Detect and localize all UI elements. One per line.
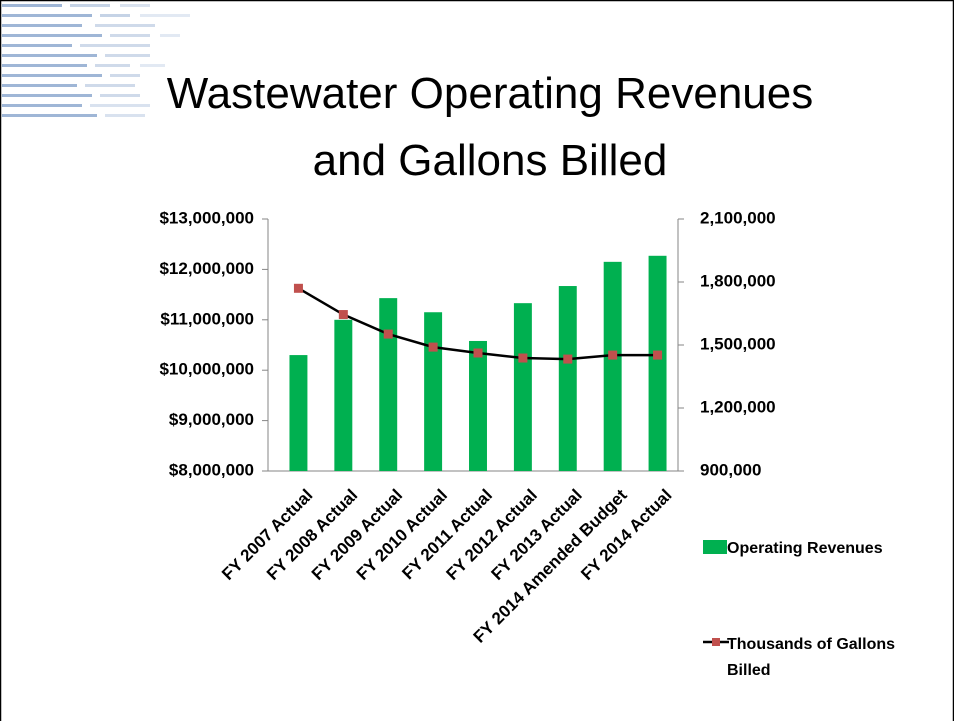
marker xyxy=(428,342,438,352)
legend-item: Operating Revenues xyxy=(703,540,883,558)
bar xyxy=(603,261,622,471)
legend-swatch xyxy=(703,540,727,554)
y-tick-label: $9,000,000 xyxy=(169,410,254,429)
bar xyxy=(289,355,308,471)
y-tick-label: $12,000,000 xyxy=(159,259,254,278)
bar xyxy=(469,340,487,471)
marker xyxy=(293,283,303,293)
y2-tick-label: 1,800,000 xyxy=(700,271,776,290)
chart-title: Wastewater Operating Revenues and Gallon… xyxy=(166,69,814,185)
corner-decoration xyxy=(2,4,190,117)
bar xyxy=(513,303,532,471)
legend-label: Thousands of Gallons Billed xyxy=(727,636,896,679)
y-tick-label: $10,000,000 xyxy=(159,360,254,379)
y2-tick-label: 900,000 xyxy=(700,460,761,479)
bar xyxy=(424,312,443,471)
y2-tick-label: 2,100,000 xyxy=(700,208,776,227)
bar xyxy=(379,298,398,471)
legend-item: Thousands of Gallons Billed xyxy=(703,632,933,684)
marker xyxy=(653,350,663,360)
bar xyxy=(334,319,353,471)
y2-tick-label: 1,500,000 xyxy=(700,334,776,353)
marker xyxy=(518,353,528,363)
marker xyxy=(473,348,483,358)
legend-label: Operating Revenues xyxy=(727,540,883,557)
y2-tick-label: 1,200,000 xyxy=(700,397,776,416)
y-tick-label: $11,000,000 xyxy=(160,309,254,328)
legend-swatch xyxy=(703,638,729,646)
y-tick-label: $8,000,000 xyxy=(169,460,254,479)
marker xyxy=(563,354,573,364)
marker xyxy=(338,310,348,320)
marker xyxy=(608,350,618,360)
y-tick-label: $13,000,000 xyxy=(159,208,254,227)
bar xyxy=(558,286,577,471)
marker xyxy=(383,329,393,339)
bar xyxy=(648,255,667,471)
